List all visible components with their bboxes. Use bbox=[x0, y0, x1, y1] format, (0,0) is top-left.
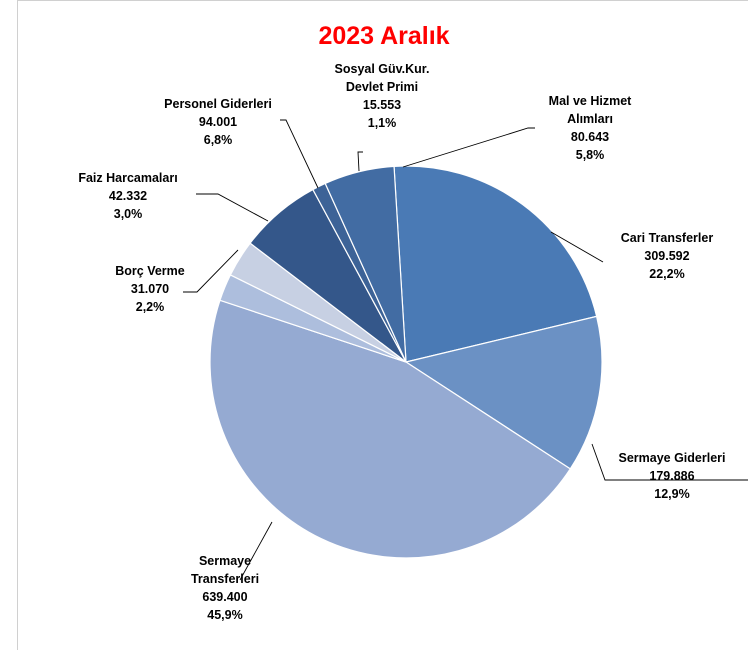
leader-line bbox=[239, 521, 273, 581]
pie-slice bbox=[209, 299, 572, 559]
slice-label: Faiz Harcamaları 42.332 3,0% bbox=[78, 171, 177, 221]
slice-percent: 2,2% bbox=[136, 300, 165, 314]
slice-name: Mal ve Hizmet bbox=[549, 94, 633, 108]
slice-label: Personel Giderleri 94.001 6,8% bbox=[164, 97, 272, 147]
slice-name: Borç Verme bbox=[115, 264, 185, 278]
slice-label: Borç Verme 31.070 2,2% bbox=[115, 264, 185, 314]
slice-percent: 6,8% bbox=[204, 133, 233, 147]
leader-line bbox=[550, 231, 604, 263]
leader-line bbox=[280, 119, 319, 189]
slice-value: 15.553 bbox=[363, 98, 401, 112]
leader-line bbox=[591, 443, 748, 481]
leader-line bbox=[357, 151, 363, 172]
slice-value: 309.592 bbox=[644, 249, 689, 263]
slice-name: Alımları bbox=[567, 112, 613, 126]
slice-value: 639.400 bbox=[202, 590, 247, 604]
slice-name: Cari Transferler bbox=[621, 231, 714, 245]
slice-value: 31.070 bbox=[131, 282, 169, 296]
slice-labels: Cari Transferler 309.592 22,2% Sermaye Gide… bbox=[78, 62, 725, 622]
slice-label: Cari Transferler 309.592 22,2% bbox=[621, 231, 714, 281]
slice-label: Sermaye Transferleri 639.400 45,9% bbox=[191, 554, 259, 622]
slice-name: Sermaye bbox=[199, 554, 251, 568]
pie-slice bbox=[324, 165, 407, 363]
slice-value: 179.886 bbox=[649, 469, 694, 483]
slice-value: 42.332 bbox=[109, 189, 147, 203]
slice-label: Mal ve Hizmet Alımları 80.643 5,8% bbox=[549, 94, 633, 162]
slice-percent: 45,9% bbox=[207, 608, 242, 622]
slice-percent: 12,9% bbox=[654, 487, 689, 501]
slice-name: Faiz Harcamaları bbox=[78, 171, 177, 185]
slice-percent: 1,1% bbox=[368, 116, 397, 130]
slice-value: 80.643 bbox=[571, 130, 609, 144]
leader-line bbox=[402, 127, 535, 168]
slice-name: Sermaye Giderleri bbox=[618, 451, 725, 465]
slice-percent: 3,0% bbox=[114, 207, 143, 221]
leader-line bbox=[196, 193, 269, 222]
chart-title: 2023 Aralık bbox=[318, 22, 449, 50]
slice-label: Sosyal Güv.Kur. Devlet Primi 15.553 1,1% bbox=[335, 62, 430, 130]
slice-value: 94.001 bbox=[199, 115, 237, 129]
leader-lines bbox=[183, 119, 748, 581]
slice-name: Devlet Primi bbox=[346, 80, 418, 94]
slice-label: Sermaye Giderleri 179.886 12,9% bbox=[618, 451, 725, 501]
slice-name: Transferleri bbox=[191, 572, 259, 586]
pie-slice bbox=[393, 165, 598, 363]
slice-name: Sosyal Güv.Kur. bbox=[335, 62, 430, 76]
slice-percent: 5,8% bbox=[576, 148, 605, 162]
slice-percent: 22,2% bbox=[649, 267, 684, 281]
leader-line bbox=[183, 249, 239, 293]
pie-slices bbox=[209, 165, 603, 559]
slice-name: Personel Giderleri bbox=[164, 97, 272, 111]
pie-slice bbox=[404, 315, 603, 470]
